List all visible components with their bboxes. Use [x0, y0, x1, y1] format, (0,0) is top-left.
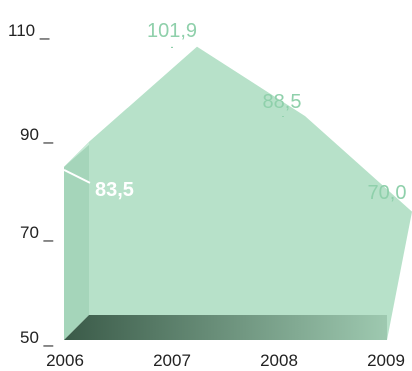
- area-series: [89, 46, 412, 341]
- y-tick-label: 50 _: [20, 328, 54, 347]
- data-label: 101,9: [147, 20, 197, 42]
- data-label: 83,5: [95, 179, 134, 201]
- x-tick-label: 2008: [260, 351, 298, 370]
- x-tick-label: 2009: [367, 351, 405, 370]
- y-tick-label: 90 _: [20, 125, 54, 144]
- x-tick-label: 2006: [46, 351, 84, 370]
- data-label: 70,0: [368, 182, 407, 204]
- y-tick-label: 110 _: [8, 21, 50, 40]
- data-label: 88,5: [263, 91, 302, 113]
- area-side-face: [64, 141, 89, 340]
- data-label-leader: [63, 169, 91, 184]
- base-shadow-band: [64, 315, 387, 340]
- x-tick-label: 2007: [153, 351, 191, 370]
- y-tick-label: 70 _: [20, 223, 54, 242]
